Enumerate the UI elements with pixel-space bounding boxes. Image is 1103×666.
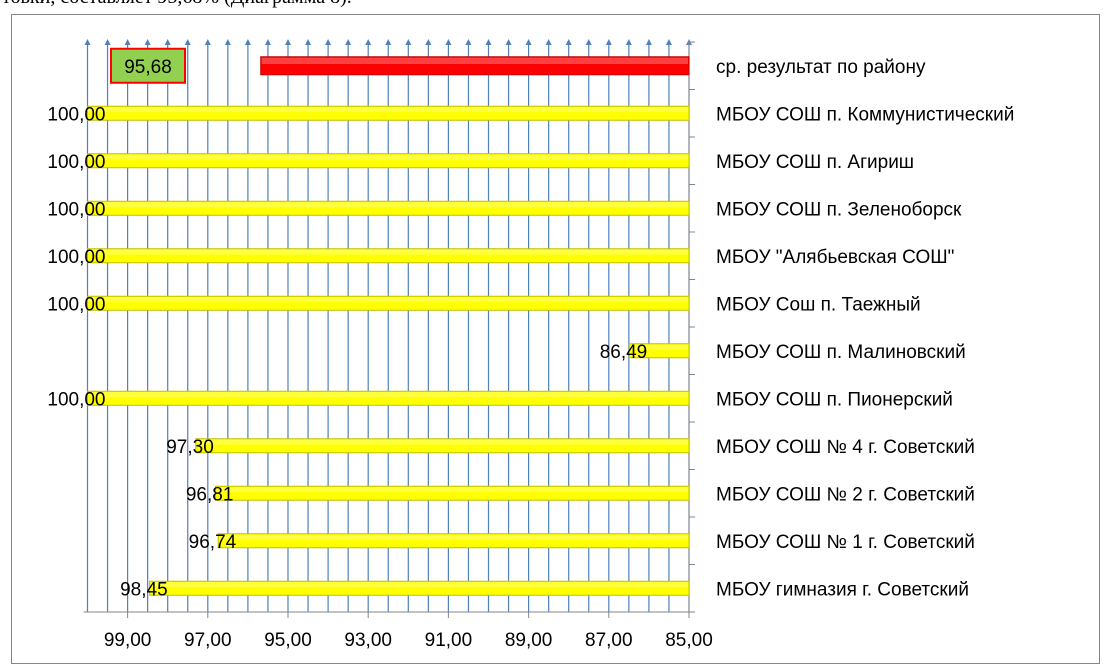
- category-label: МБОУ СОШ п. Малиновский: [716, 342, 966, 363]
- bar: [87, 105, 690, 121]
- bar-highlight: [196, 439, 688, 445]
- category-label: ср. результат по району: [716, 57, 926, 78]
- bar: [628, 343, 690, 359]
- category-label: МБОУ Сош п. Таежный: [716, 294, 921, 315]
- category-label: МБОУ "Алябьевская СОШ": [716, 247, 954, 268]
- bar-highlight: [219, 534, 688, 540]
- paragraph-fragment-text: товки, составляет 95,68% (Диаграмма 8).: [2, 0, 352, 9]
- bar: [87, 200, 690, 216]
- bar: [87, 295, 690, 311]
- x-tick-label: 93,00: [344, 630, 392, 651]
- category-label: МБОУ СОШ № 4 г. Советский: [716, 437, 975, 458]
- data-label: 98,45: [120, 579, 168, 600]
- data-label: 100,00: [47, 152, 105, 173]
- bar: [87, 390, 690, 406]
- data-label: 97,30: [166, 437, 214, 458]
- bar: [87, 153, 690, 169]
- category-label: МБОУ гимназия г. Советский: [716, 579, 969, 600]
- data-label: 100,00: [47, 199, 105, 220]
- x-tick-label: 91,00: [425, 630, 473, 651]
- category-label: МБОУ СОШ п. Агириш: [716, 152, 914, 173]
- gridlines: [84, 39, 692, 612]
- bar-highlight: [88, 107, 688, 113]
- category-label: МБОУ СОШ п. Пионерский: [716, 389, 953, 410]
- x-tick-label: 95,00: [264, 630, 312, 651]
- x-tick-label: 87,00: [585, 630, 633, 651]
- paragraph-fragment: товки, составляет 95,68% (Диаграмма 8).: [0, 0, 1103, 12]
- data-label: 96,74: [189, 532, 237, 553]
- x-tick-label: 97,00: [184, 630, 232, 651]
- x-tick-label: 99,00: [104, 630, 152, 651]
- data-label: 100,00: [47, 247, 105, 268]
- average-label-box: [110, 47, 186, 84]
- data-label: 100,00: [47, 104, 105, 125]
- bar: [214, 485, 690, 501]
- bar-highlight: [630, 344, 688, 350]
- data-label: 100,00: [47, 294, 105, 315]
- bar-highlight: [261, 57, 688, 65]
- x-tick-label: 89,00: [505, 630, 553, 651]
- data-label: 96,81: [186, 484, 234, 505]
- bar: [195, 438, 690, 454]
- bar-highlight: [88, 249, 688, 255]
- category-label: МБОУ СОШ № 2 г. Советский: [716, 484, 975, 505]
- bar-highlight: [88, 297, 688, 303]
- category-label: МБОУ СОШ п. Коммунистический: [716, 104, 1014, 125]
- bar: [260, 56, 690, 76]
- category-label: МБОУ СОШ п. Зеленоборск: [716, 199, 962, 220]
- data-label: 100,00: [47, 389, 105, 410]
- bar-highlight: [88, 392, 688, 398]
- bar: [217, 533, 690, 549]
- bar-highlight: [150, 582, 688, 588]
- data-label: 86,49: [600, 342, 648, 363]
- bar-highlight: [88, 154, 688, 160]
- data-label: 95,68: [124, 57, 172, 78]
- bar: [87, 248, 690, 264]
- chart-frame: [11, 14, 1100, 664]
- bar-highlight: [88, 202, 688, 208]
- category-label: МБОУ СОШ № 1 г. Советский: [716, 532, 975, 553]
- x-tick-label: 85,00: [665, 630, 713, 651]
- bar-highlight: [216, 487, 688, 493]
- bar: [149, 580, 690, 596]
